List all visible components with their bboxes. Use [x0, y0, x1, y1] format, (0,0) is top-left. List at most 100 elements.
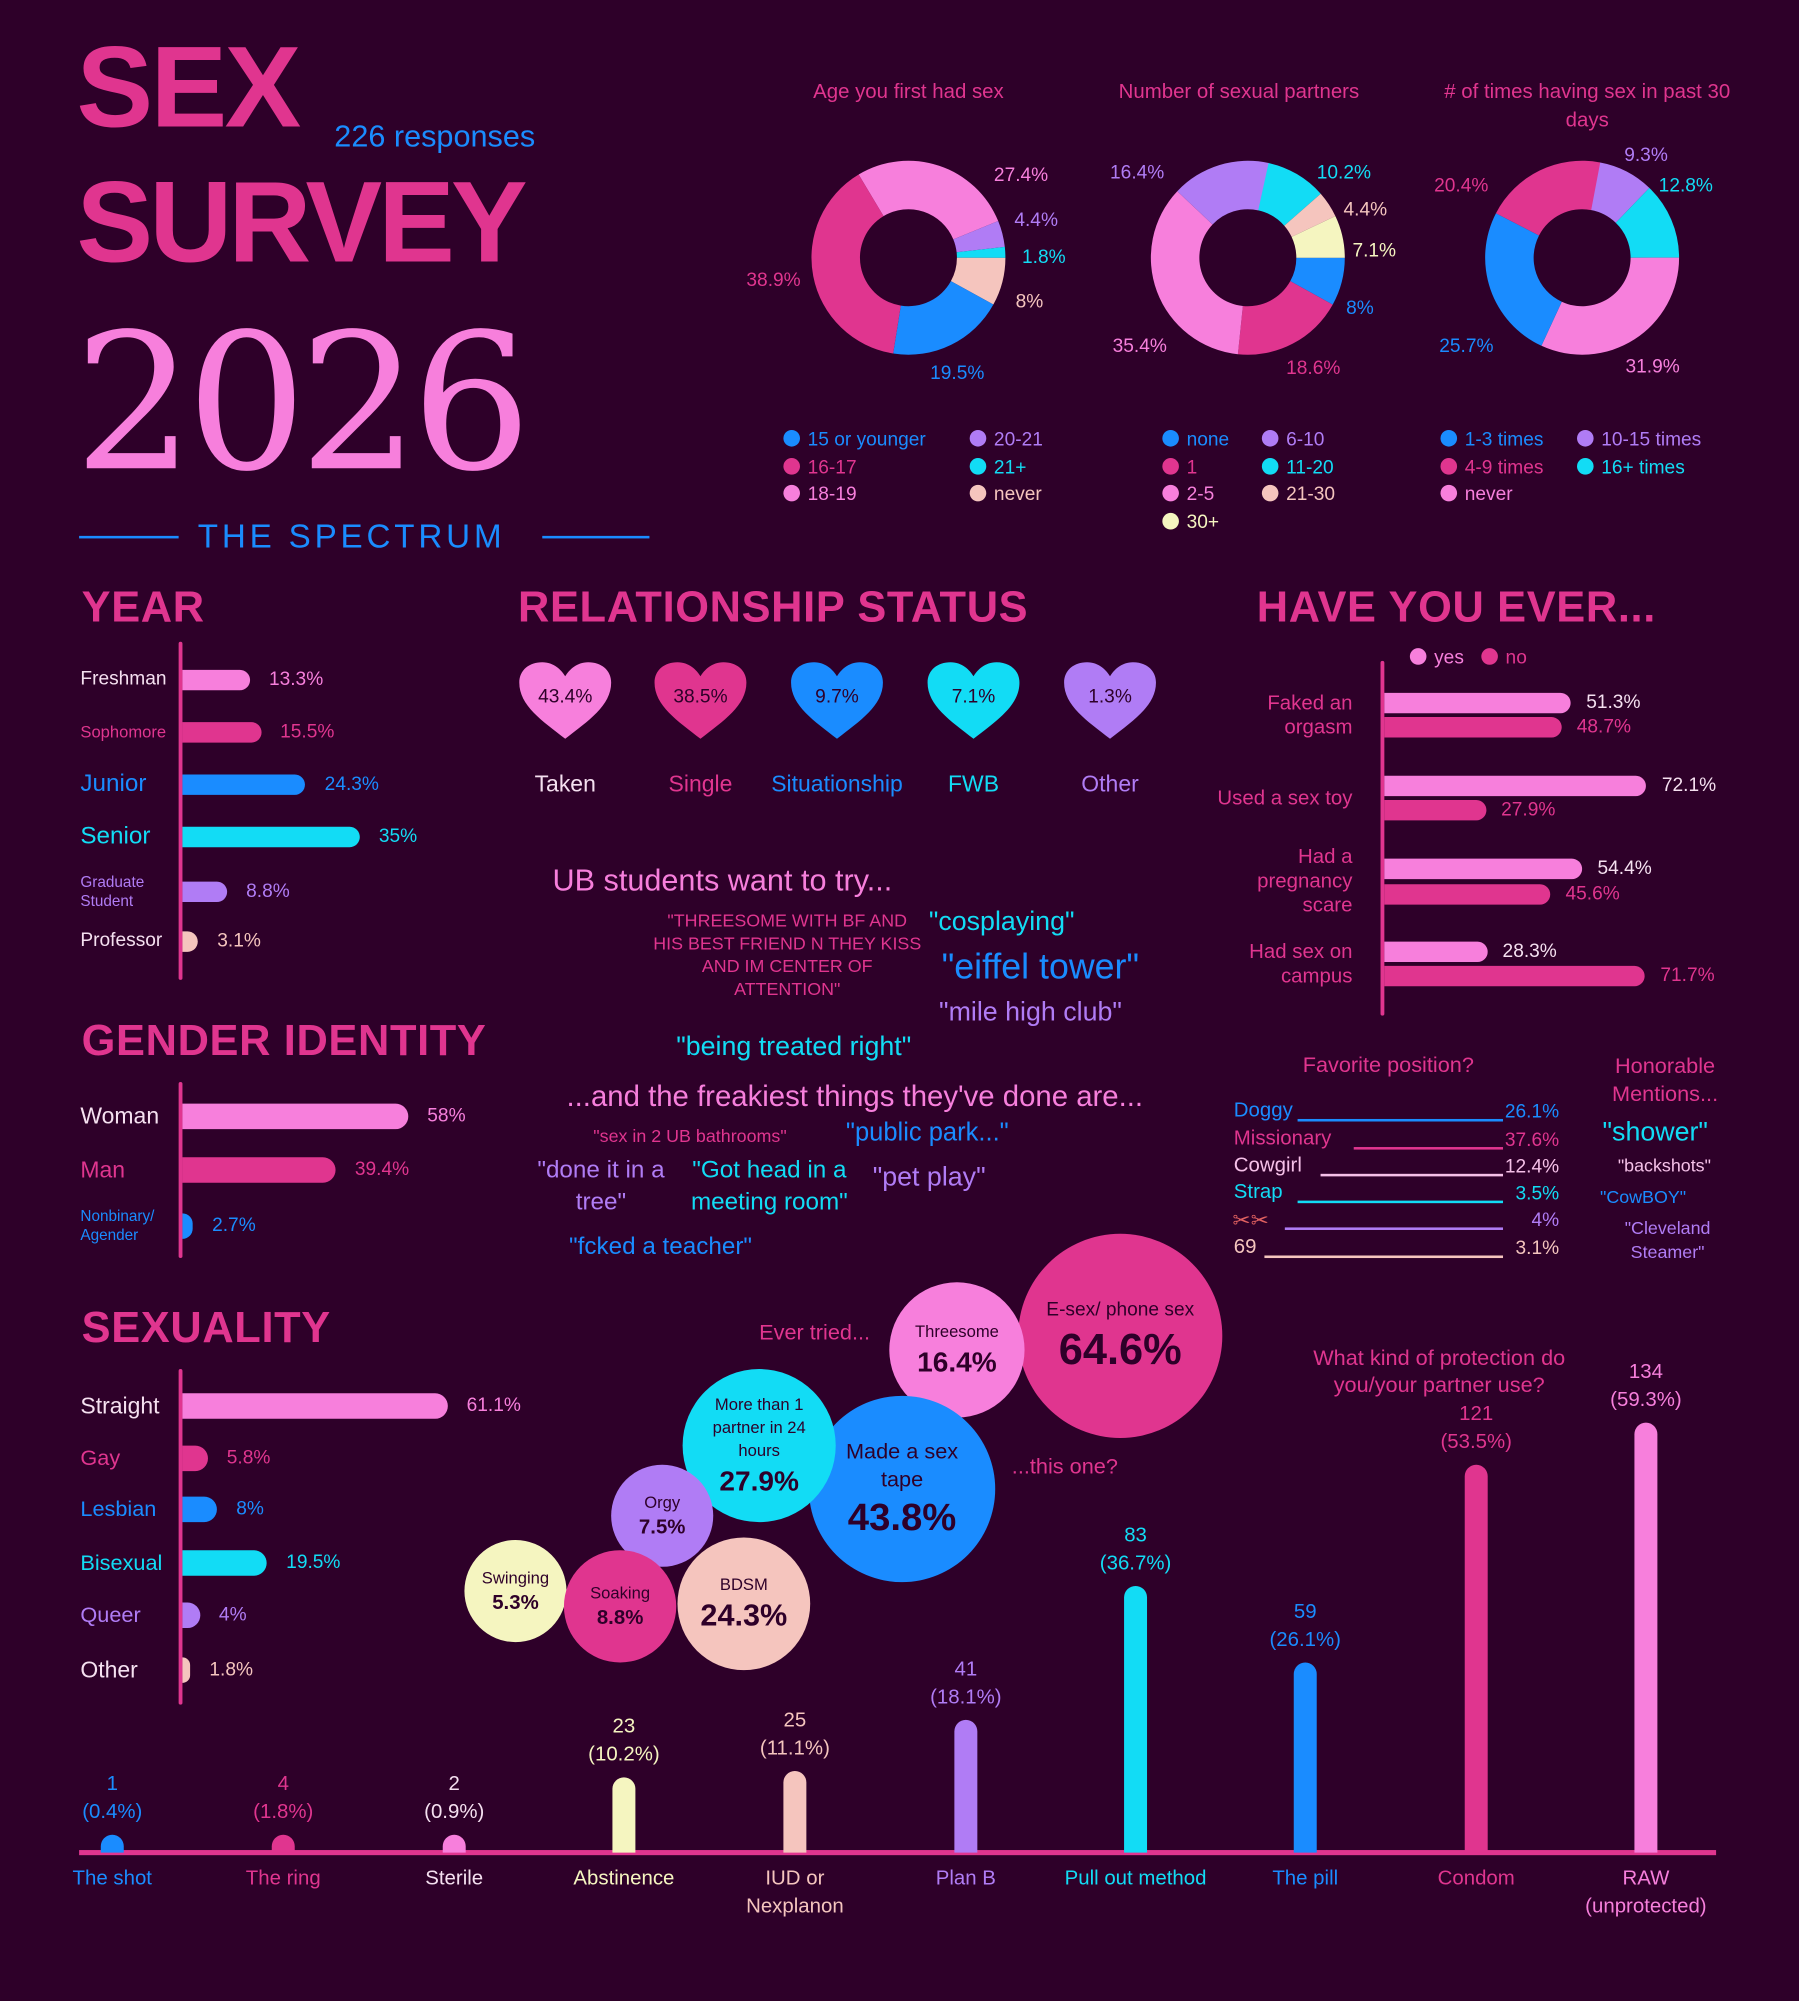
scissors-icon: ✂✂: [1232, 1208, 1269, 1233]
legend-dot-icon: [1261, 484, 1279, 502]
bar: [182, 774, 306, 795]
legend-dot-icon: [1440, 457, 1458, 474]
bar-label: Junior: [80, 770, 147, 798]
bar-label: Lesbian: [80, 1497, 157, 1522]
bar-no: [1384, 884, 1551, 905]
this-one-label: ...this one?: [1011, 1454, 1118, 1479]
protection-bar: [1293, 1661, 1317, 1853]
donut-value-label: 7.1%: [1352, 239, 1397, 262]
bar-value: 39.4%: [354, 1158, 410, 1181]
donut-slice: [953, 220, 1005, 253]
bar-no: [1384, 799, 1486, 821]
bar-value: 3.1%: [217, 930, 261, 952]
legend-item: 21-30: [1261, 483, 1336, 506]
bubble-label: BDSM: [719, 1574, 768, 1594]
protection-title: What kind of protection do you/your part…: [1313, 1346, 1566, 1398]
heart-icon: [1064, 662, 1156, 739]
quote-tree: "done it in a tree": [537, 1157, 665, 1216]
legend-dot-icon: [783, 457, 800, 474]
position-label: 69: [1233, 1236, 1257, 1259]
position-leader-line: [1263, 1255, 1503, 1259]
protection-pct: (18.1%): [930, 1686, 1002, 1708]
bubble-value: 43.8%: [847, 1496, 957, 1539]
bar-value: 1.8%: [209, 1658, 254, 1681]
bubble-label: More than 1 partner in 24 hours: [712, 1394, 806, 1460]
bar-label: Sophomore: [80, 721, 167, 742]
legend-item: none: [1162, 429, 1229, 450]
donut-title: Number of sexual partners: [1118, 81, 1360, 104]
bubble: Threesome 16.4%: [889, 1282, 1025, 1418]
bubble-label: E-sex/ phone sex: [1046, 1298, 1195, 1320]
bar-value: 61.1%: [466, 1394, 521, 1417]
position-label: Doggy: [1233, 1099, 1293, 1122]
protection-label: The ring: [245, 1867, 321, 1890]
protection-bar: [783, 1770, 807, 1853]
protection-label: The pill: [1272, 1867, 1339, 1890]
quote-teacher: "fcked a teacher": [569, 1233, 753, 1261]
bubble: E-sex/ phone sex 64.6%: [1018, 1233, 1223, 1438]
donut-slice: [1291, 216, 1345, 258]
bubble-value: 64.6%: [1058, 1325, 1182, 1374]
bar-value: 24.3%: [324, 773, 379, 795]
legend-label: 21-30: [1286, 483, 1336, 506]
bar-yes: [1384, 941, 1488, 963]
donut-slice: [811, 174, 901, 354]
want-to-try-title: UB students want to try...: [552, 863, 893, 899]
protection-label: The shot: [72, 1867, 152, 1890]
protection-pct: (36.7%): [1099, 1552, 1172, 1574]
donut-slice: [1290, 257, 1345, 305]
quote-meeting-room: "Got head in a meeting room": [690, 1157, 848, 1216]
relationship-label: Situationship: [771, 771, 903, 797]
protection-count: 1: [106, 1773, 118, 1796]
legend-label: 1-3 times: [1464, 428, 1544, 451]
position-label: Strap: [1233, 1181, 1283, 1204]
bar: [182, 1213, 193, 1239]
legend-item: 15 or younger: [783, 429, 926, 450]
quote-mile-high: "mile high club": [939, 997, 1122, 1028]
legend-no: no: [1481, 647, 1527, 669]
bar: [182, 1157, 336, 1183]
donut-slice: [1590, 162, 1650, 223]
honorable-backshots: "backshots": [1617, 1154, 1711, 1176]
bar-axis: [1380, 660, 1385, 1016]
donut-title: # of times having sex in past 30 days: [1444, 81, 1731, 132]
bar-value-yes: 54.4%: [1597, 857, 1652, 880]
legend-item: 16+ times: [1577, 456, 1685, 478]
legend-label: 18-19: [807, 483, 857, 506]
title-year: 2026: [74, 293, 532, 513]
legend-dot-icon: [1481, 648, 1498, 665]
have-you-ever-label: Faked an orgasm: [1267, 692, 1353, 739]
bar-value-yes: 28.3%: [1502, 940, 1557, 963]
bar-label: Other: [80, 1657, 138, 1683]
legend-label: never: [993, 483, 1042, 506]
legend-dot-icon: [969, 457, 987, 474]
bar-axis: [178, 641, 183, 980]
legend-item: never: [1440, 484, 1513, 505]
legend-label: 10-15 times: [1601, 428, 1702, 451]
quote-treated-right: "being treated right": [676, 1032, 912, 1062]
protection-pct: (0.4%): [82, 1801, 143, 1824]
bubble-value: 16.4%: [917, 1346, 997, 1378]
donut-value-label: 20.4%: [1434, 174, 1489, 197]
donut-title: Age you first had sex: [813, 81, 1004, 104]
bubble-value: 5.3%: [492, 1592, 539, 1615]
donut-value-label: 10.2%: [1316, 162, 1372, 184]
protection-bar: [612, 1776, 636, 1853]
bar-label: Man: [80, 1156, 126, 1183]
legend-item: 10-15 times: [1577, 428, 1702, 451]
legend-item: 11-20: [1261, 456, 1334, 478]
subtitle: THE SPECTRUM: [197, 516, 506, 556]
legend-dot-icon: [1162, 457, 1179, 474]
donut-value-label: 8%: [1346, 297, 1374, 319]
bar-value: 15.5%: [280, 720, 335, 743]
bar: [182, 826, 360, 848]
bar: [182, 881, 228, 903]
position-value: 3.1%: [1515, 1237, 1560, 1260]
honorable-cowboy: "CowBOY": [1599, 1186, 1687, 1208]
relationship-label: Single: [668, 771, 733, 797]
honorable-shower: "shower": [1602, 1117, 1708, 1148]
protection-baseline: [79, 1850, 1717, 1856]
position-label: Missionary: [1233, 1127, 1332, 1150]
bar-value: 8%: [236, 1497, 264, 1520]
